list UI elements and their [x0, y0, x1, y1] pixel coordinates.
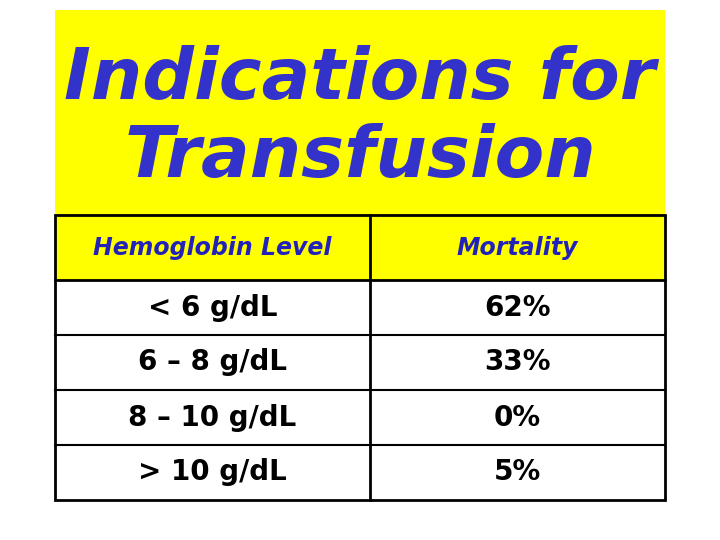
Bar — [55, 215, 665, 500]
Text: Mortality: Mortality — [456, 235, 578, 260]
Text: 33%: 33% — [485, 348, 551, 376]
Text: 62%: 62% — [485, 294, 551, 321]
Bar — [55, 10, 665, 215]
Text: Transfusion: Transfusion — [124, 124, 596, 192]
Bar — [55, 280, 665, 500]
Bar — [55, 215, 665, 280]
Text: 5%: 5% — [494, 458, 541, 487]
Text: 6 – 8 g/dL: 6 – 8 g/dL — [138, 348, 287, 376]
Text: Hemoglobin Level: Hemoglobin Level — [94, 235, 332, 260]
Text: > 10 g/dL: > 10 g/dL — [138, 458, 287, 487]
Text: < 6 g/dL: < 6 g/dL — [148, 294, 277, 321]
Text: 0%: 0% — [494, 403, 541, 431]
Text: 8 – 10 g/dL: 8 – 10 g/dL — [128, 403, 297, 431]
Text: Indications for: Indications for — [64, 45, 656, 114]
